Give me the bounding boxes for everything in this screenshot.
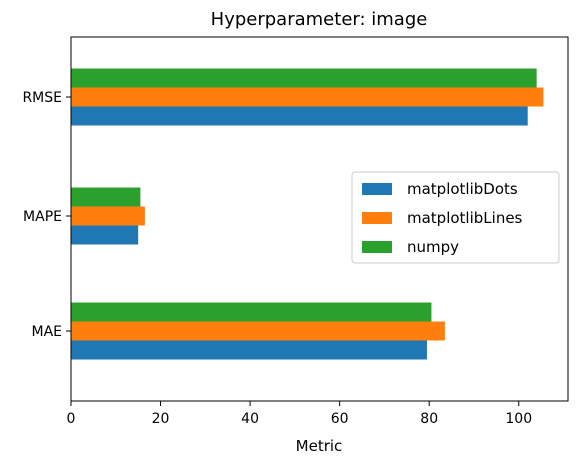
legend-label: matplotlibLines xyxy=(407,209,523,227)
legend-swatch xyxy=(362,241,392,253)
x-tick-label: 40 xyxy=(241,411,259,427)
y-axis-ticks: MAE MAPE RMSE xyxy=(22,90,71,340)
bar-rmse-matplotlibdots xyxy=(71,106,528,126)
y-tick-label: RMSE xyxy=(22,90,62,106)
y-tick-label: MAPE xyxy=(23,209,62,225)
y-tick-label: MAE xyxy=(31,324,62,340)
bar-mape-matplotliblines xyxy=(71,206,145,226)
chart-title: Hyperparameter: image xyxy=(211,9,428,30)
legend-label: numpy xyxy=(407,238,459,256)
x-tick-label: 100 xyxy=(505,411,532,427)
bar-mape-numpy xyxy=(71,187,141,207)
bars-group xyxy=(71,68,544,360)
bar-mape-matplotlibdots xyxy=(71,225,139,245)
x-tick-label: 0 xyxy=(67,411,76,427)
bar-rmse-numpy xyxy=(71,68,537,88)
legend-box xyxy=(351,171,560,264)
x-axis-ticks: 0 20 40 60 80 100 xyxy=(67,401,532,427)
bar-mae-matplotliblines xyxy=(71,321,445,341)
bar-mae-matplotlibdots xyxy=(71,340,427,360)
x-tick-label: 60 xyxy=(331,411,349,427)
bar-mae-numpy xyxy=(71,302,432,322)
x-tick-label: 20 xyxy=(152,411,170,427)
legend-swatch xyxy=(362,183,392,195)
x-axis-label: Metric xyxy=(296,437,343,455)
legend-label: matplotlibDots xyxy=(407,180,518,198)
legend-swatch xyxy=(362,212,392,224)
bar-rmse-matplotliblines xyxy=(71,87,544,107)
x-tick-label: 80 xyxy=(420,411,438,427)
plot-frame xyxy=(70,36,569,402)
legend: matplotlibDots matplotlibLines numpy xyxy=(351,171,560,264)
